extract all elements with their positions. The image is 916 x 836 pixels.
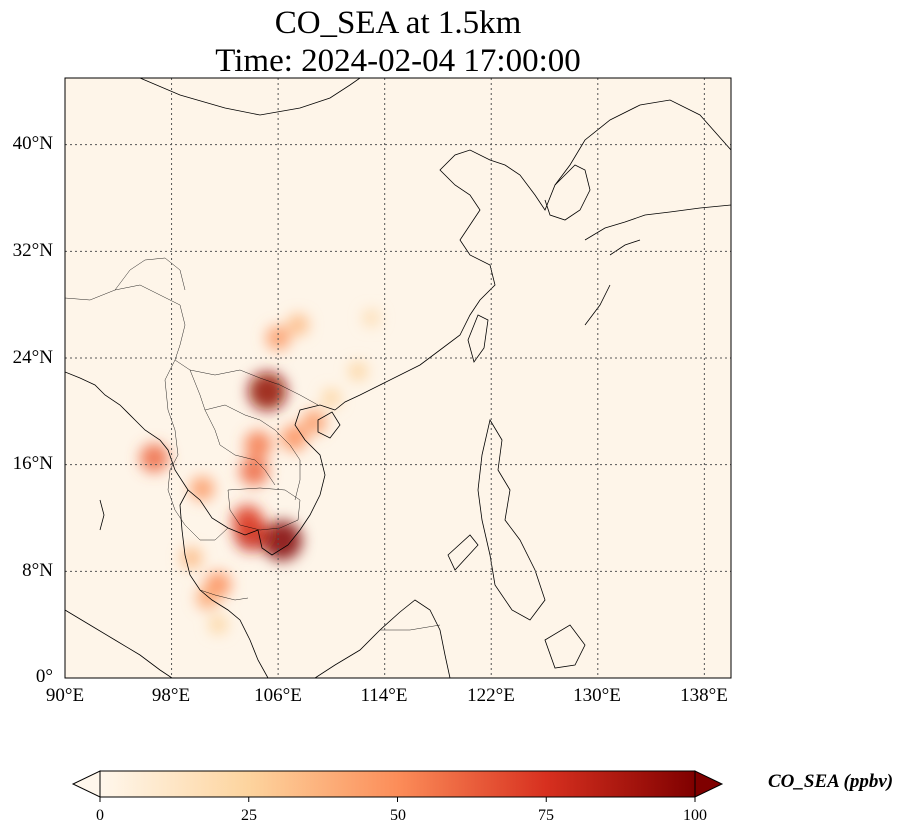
colorbar-extend-max [694,770,724,798]
colorbar-tick-label: 100 [683,807,707,824]
co-hotspot [321,388,341,408]
co-hotspot [208,615,228,635]
co-hotspot [281,425,308,451]
coastline-taiwan [467,314,489,363]
coastline-sumatra [65,609,173,678]
coastline-vietnam [257,404,336,556]
lon-tick-label: 98°E [151,685,191,706]
co-hotspot [189,476,215,501]
co-concentration-field [139,309,381,635]
coastline-mongolia-north [139,78,361,116]
lon-tick-label: 122°E [467,685,515,706]
co-hotspot [262,520,303,561]
lat-tick-label: 24°N [12,347,53,368]
lon-tick-label: 138°E [680,685,728,706]
colorbar-tick-label: 25 [241,807,257,824]
map-title: CO_SEA at 1.5km [274,5,522,41]
colorbar [71,770,724,802]
lon-tick-label: 114°E [360,685,408,706]
map-frame [64,77,732,679]
country-borders [65,257,441,631]
co-hotspot [348,361,368,381]
colorbar-tick-label: 0 [96,807,104,824]
lat-tick-label: 32°N [12,240,53,261]
co-hotspot [287,313,309,336]
map-background [65,78,731,678]
map-subtitle-time: Time: 2024-02-04 17:00:00 [215,43,581,79]
coastline-gulf-thailand [179,489,269,678]
coastline-philippines [477,418,546,621]
coastline-hainan [317,411,341,439]
co-hotspot [239,456,269,486]
lon-tick-label: 106°E [254,685,302,706]
co-hotspot [231,504,264,537]
co-hotspot [301,409,327,435]
lon-tick-label: 90°E [45,685,85,706]
co-hotspot [248,372,287,411]
coastline-borneo [314,599,451,678]
co-hotspot [362,309,381,327]
lat-tick-label: 0° [35,666,53,687]
lat-tick-label: 8°N [22,560,53,581]
co-hotspot [195,586,220,610]
lat-tick-label: 16°N [12,453,53,474]
colorbar-tick-label: 50 [390,807,406,824]
colorbar-tick-label: 75 [538,807,554,824]
co-hotspot [180,547,203,569]
colorbar-label: CO_SEA (ppbv) [768,771,894,792]
co-hotspot [244,430,272,459]
coastline-palawan [447,534,479,571]
colorbar-extend-min [71,770,101,798]
colorbar-gradient [99,770,696,798]
co-hotspot [139,443,169,473]
coastline-mindanao [544,624,586,669]
lat-tick-label: 40°N [12,133,53,154]
coastline-andaman [65,371,189,491]
coastline-sri-andaman-islands [99,499,105,531]
lon-tick-label: 130°E [573,685,621,706]
coastline-korea [544,164,591,221]
